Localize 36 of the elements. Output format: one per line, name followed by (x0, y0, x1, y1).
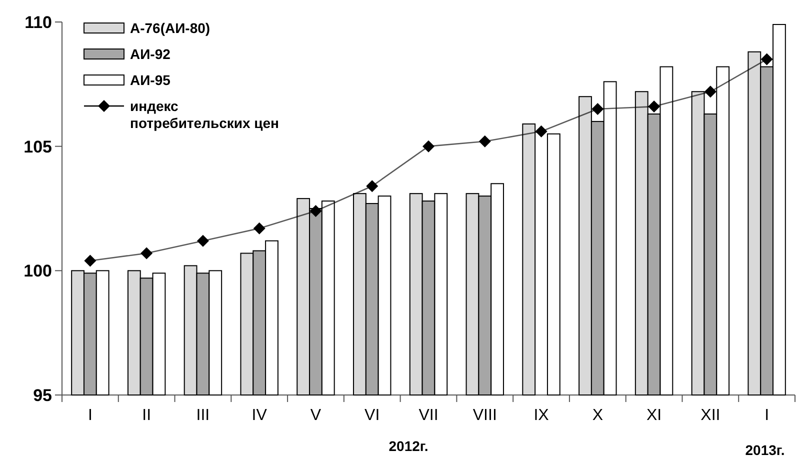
point (140, 247, 153, 260)
point (478, 135, 491, 148)
x-tick-label: X (592, 407, 604, 424)
legend-label: индекс потребительских цен (130, 98, 279, 131)
x-tick-label: XI (646, 407, 662, 424)
point (310, 204, 322, 217)
x-tick-label: IX (534, 407, 550, 424)
x-tick-label: XII (700, 407, 720, 424)
point (535, 125, 548, 138)
point (592, 103, 604, 116)
point (648, 100, 660, 113)
y-tick-label: 95 (33, 386, 52, 405)
point (253, 222, 266, 234)
x-tick-label: II (142, 407, 152, 424)
point (704, 86, 716, 98)
y-tick-label: 105 (24, 137, 52, 156)
x-tick-label: VII (418, 407, 438, 424)
legend-label: А-76(АИ-80) (130, 20, 210, 36)
y-tick-label: 110 (24, 12, 52, 32)
point (366, 180, 378, 192)
point (84, 254, 96, 267)
point (196, 234, 209, 247)
point (760, 53, 773, 66)
x-tick-label: I (764, 407, 770, 424)
text: 2013г. (745, 442, 785, 458)
x-tick-label: I (88, 407, 92, 424)
legend-label: АИ-92 (130, 46, 171, 62)
x-tick-label: III (196, 407, 210, 424)
x-tick-label: V (310, 407, 322, 424)
y-tick-label: 100 (24, 262, 52, 281)
x-tick-label: VI (364, 407, 380, 424)
x-tick-label: IV (252, 407, 268, 424)
point (422, 140, 434, 152)
x-tick-label: VIII (472, 407, 497, 424)
text: 2012г. (388, 438, 428, 454)
legend-label: АИ-95 (130, 72, 171, 88)
